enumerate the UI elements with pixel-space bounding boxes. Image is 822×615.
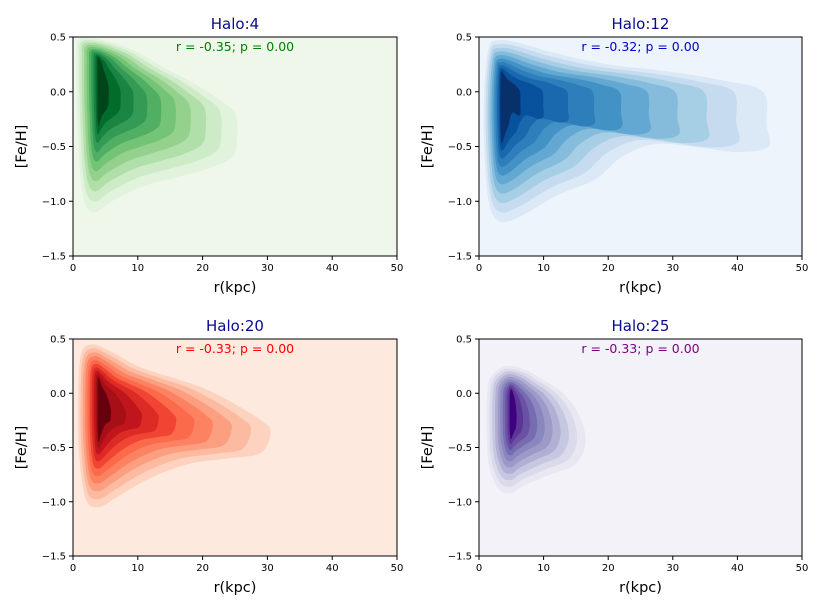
x-tick-label: 10: [537, 263, 550, 274]
y-tick-label: −0.5: [448, 142, 472, 153]
y-tick-label: −1.5: [448, 552, 472, 563]
x-tick-label: 50: [391, 563, 404, 574]
chart-panel-2: 0 10 20 30 40 50 −1.5 −1.0 −0.5 0.0 0.5 r(kpc) [Fe/H…: [420, 15, 808, 296]
y-tick-label: 0.5: [50, 335, 66, 346]
y-tick-label: −1.0: [448, 197, 472, 208]
y-tick-label: 0.5: [456, 335, 472, 346]
y-tick-label: 0.5: [50, 33, 66, 44]
x-tick-label: 30: [666, 263, 679, 274]
x-tick-label: 30: [261, 263, 274, 274]
x-tick-label: 40: [326, 563, 339, 574]
y-axis-label: [Fe/H]: [420, 125, 436, 169]
y-tick-label: −1.5: [42, 252, 66, 263]
y-tick-label: −1.5: [448, 252, 472, 263]
y-tick-label: 0.0: [50, 87, 66, 98]
x-axis-label: r(kpc): [214, 580, 257, 596]
x-tick-label: 40: [731, 563, 744, 574]
density-contour-level-10: [509, 388, 517, 440]
y-tick-label: −0.5: [448, 443, 472, 454]
y-axis-label: [Fe/H]: [14, 125, 30, 169]
y-axis-label: [Fe/H]: [420, 426, 436, 470]
density-contour-level-10: [97, 57, 109, 127]
x-axis-label: r(kpc): [619, 580, 662, 596]
x-tick-label: 0: [70, 263, 76, 274]
chart-panel-1: 0 10 20 30 40 50 −1.5 −1.0 −0.5 0.0 0.5 r(kpc) [Fe/H…: [14, 15, 403, 296]
x-axis-label: r(kpc): [214, 280, 257, 296]
x-tick-label: 10: [131, 263, 144, 274]
x-tick-label: 0: [70, 563, 76, 574]
y-tick-label: −1.5: [42, 552, 66, 563]
y-tick-label: −1.0: [42, 497, 66, 508]
x-tick-label: 30: [666, 563, 679, 574]
y-tick-label: −0.5: [42, 142, 66, 153]
density-contour-level-10: [500, 71, 521, 144]
y-tick-label: −1.0: [42, 197, 66, 208]
x-tick-label: 50: [796, 563, 809, 574]
x-axis-label: r(kpc): [619, 280, 662, 296]
x-tick-label: 10: [131, 563, 144, 574]
correlation-annotation: r = -0.32; p = 0.00: [581, 39, 699, 54]
x-tick-label: 40: [731, 263, 744, 274]
chart-title: Halo:25: [612, 317, 670, 335]
y-tick-label: 0.0: [50, 389, 66, 400]
x-tick-label: 40: [326, 263, 339, 274]
x-tick-label: 50: [796, 263, 809, 274]
chart-panel-3: 0 10 20 30 40 50 −1.5 −1.0 −0.5 0.0 0.5 r(kpc) [Fe/H…: [14, 317, 403, 596]
x-tick-label: 20: [196, 563, 209, 574]
density-contour-level-10: [97, 377, 112, 442]
chart-title: Halo:20: [206, 317, 264, 335]
correlation-annotation: r = -0.33; p = 0.00: [176, 341, 294, 356]
x-tick-label: 20: [196, 263, 209, 274]
chart-panel-4: 0 10 20 30 40 50 −1.5 −1.0 −0.5 0.0 0.5 r(kpc) [Fe/H…: [420, 317, 808, 596]
chart-title: Halo:12: [612, 15, 670, 33]
correlation-annotation: r = -0.33; p = 0.00: [581, 341, 699, 356]
x-tick-label: 20: [602, 263, 615, 274]
y-tick-label: 0.5: [456, 33, 472, 44]
x-tick-label: 0: [476, 563, 482, 574]
x-tick-label: 0: [476, 263, 482, 274]
y-tick-label: 0.0: [456, 389, 472, 400]
x-tick-label: 10: [537, 563, 550, 574]
y-axis-label: [Fe/H]: [14, 426, 30, 470]
x-tick-label: 50: [391, 263, 404, 274]
y-tick-label: 0.0: [456, 87, 472, 98]
x-tick-label: 20: [602, 563, 615, 574]
y-tick-label: −0.5: [42, 443, 66, 454]
chart-title: Halo:4: [211, 15, 259, 33]
y-tick-label: −1.0: [448, 497, 472, 508]
correlation-annotation: r = -0.35; p = 0.00: [176, 39, 294, 54]
x-tick-label: 30: [261, 563, 274, 574]
